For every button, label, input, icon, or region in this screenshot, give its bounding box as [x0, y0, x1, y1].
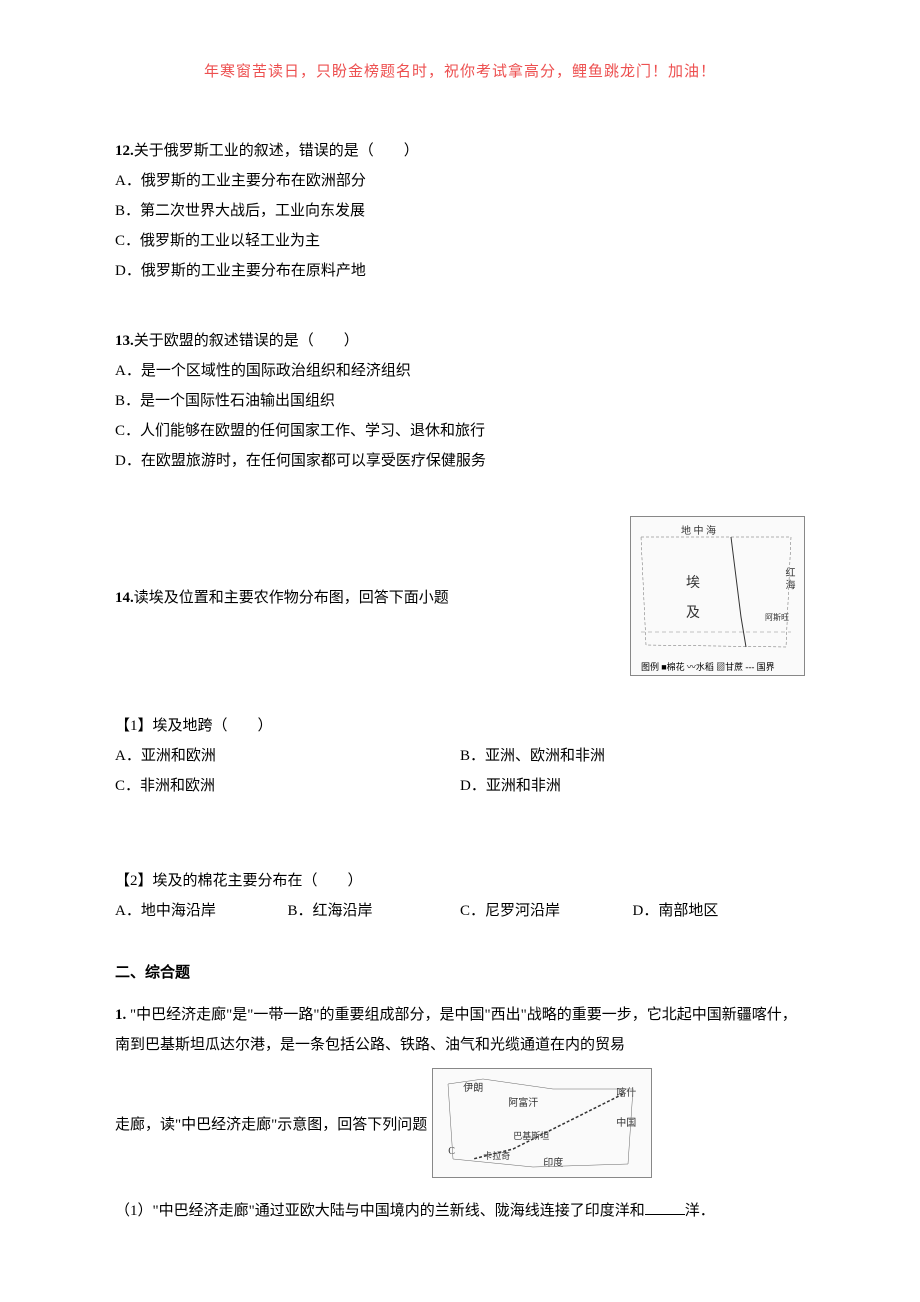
fill-blank-1[interactable]	[645, 1200, 685, 1215]
q14-sub1-options: A．亚洲和欧洲 B．亚洲、欧洲和非洲 C．非洲和欧洲 D．亚洲和非洲	[115, 741, 805, 801]
q13-option-d: D．在欧盟旅游时，在任何国家都可以享受医疗保健服务	[115, 446, 805, 476]
question-13: 13.关于欧盟的叙述错误的是（ ） A．是一个区域性的国际政治组织和经济组织 B…	[115, 326, 805, 476]
egypt-map-image: 地 中 海 埃 及 红 海 阿斯旺 图例 ■棉花 〰水稻 ▨甘蔗 --- 国界	[630, 516, 805, 676]
q14-sub2: 【2】埃及的棉花主要分布在（ ） A．地中海沿岸 B．红海沿岸 C．尼罗河沿岸 …	[115, 866, 805, 926]
q12-num: 12.	[115, 143, 134, 159]
q14-sub2-d: D．南部地区	[633, 896, 806, 926]
q14-sub2-stem: 【2】埃及的棉花主要分布在（ ）	[115, 866, 805, 896]
question-12: 12.关于俄罗斯工业的叙述，错误的是（ ） A．俄罗斯的工业主要分布在欧洲部分 …	[115, 136, 805, 286]
q14-sub1: 【1】埃及地跨（ ） A．亚洲和欧洲 B．亚洲、欧洲和非洲 C．非洲和欧洲 D．…	[115, 711, 805, 801]
q13-stem: 13.关于欧盟的叙述错误的是（ ）	[115, 326, 805, 356]
corridor-map-image: 伊朗 阿富汗 喀什 中国 巴基斯坦 卡拉奇 印度 C	[432, 1068, 652, 1178]
q13-stem-text: 关于欧盟的叙述错误的是（ ）	[134, 333, 359, 349]
q12-option-c: C．俄罗斯的工业以轻工业为主	[115, 226, 805, 256]
q12-stem: 12.关于俄罗斯工业的叙述，错误的是（ ）	[115, 136, 805, 166]
comp-q1-sub1-end: 洋．	[685, 1203, 715, 1219]
q14-sub1-stem: 【1】埃及地跨（ ）	[115, 711, 805, 741]
q14-sub2-a: A．地中海沿岸	[115, 896, 288, 926]
header-motto: 年寒窗苦读日，只盼金榜题名时，祝你考试拿高分，鲤鱼跳龙门！加油！	[115, 60, 805, 81]
corridor-map-svg	[433, 1069, 653, 1179]
comp-q1-num: 1.	[115, 1007, 130, 1023]
q12-option-a: A．俄罗斯的工业主要分布在欧洲部分	[115, 166, 805, 196]
q14-sub1-d: D．亚洲和非洲	[460, 771, 805, 801]
q14-sub2-options: A．地中海沿岸 B．红海沿岸 C．尼罗河沿岸 D．南部地区	[115, 896, 805, 926]
q14-sub1-b: B．亚洲、欧洲和非洲	[460, 741, 805, 771]
q12-option-b: B．第二次世界大战后，工业向东发展	[115, 196, 805, 226]
q13-num: 13.	[115, 333, 134, 349]
q13-option-c: C．人们能够在欧盟的任何国家工作、学习、退休和旅行	[115, 416, 805, 446]
q14-num: 14.	[115, 590, 134, 606]
comp-q1-text2: 走廊，读"中巴经济走廊"示意图，回答下列问题	[115, 1113, 427, 1134]
comp-q1-sub1: （1）"中巴经济走廊"通过亚欧大陆与中国境内的兰新线、陇海线连接了印度洋和 洋．	[115, 1196, 805, 1226]
q14-sub2-b: B．红海沿岸	[288, 896, 461, 926]
q12-option-d: D．俄罗斯的工业主要分布在原料产地	[115, 256, 805, 286]
q14-stem-text: 读埃及位置和主要农作物分布图，回答下面小题	[134, 590, 449, 606]
question-14-header: 14.读埃及位置和主要农作物分布图，回答下面小题 地 中 海 埃 及 红 海 阿…	[115, 516, 805, 676]
section-2-title: 二、综合题	[115, 961, 805, 982]
spacer	[115, 811, 805, 866]
comprehensive-q1: 1. "中巴经济走廊"是"一带一路"的重要组成部分，是中国"西出"战略的重要一步…	[115, 1000, 805, 1060]
q12-stem-text: 关于俄罗斯工业的叙述，错误的是（ ）	[134, 143, 419, 159]
q13-option-a: A．是一个区域性的国际政治组织和经济组织	[115, 356, 805, 386]
comp-q1-text1: "中巴经济走廊"是"一带一路"的重要组成部分，是中国"西出"战略的重要一步，它北…	[115, 1007, 797, 1053]
q14-sub1-c: C．非洲和欧洲	[115, 771, 460, 801]
q14-sub1-a: A．亚洲和欧洲	[115, 741, 460, 771]
q13-option-b: B．是一个国际性石油输出国组织	[115, 386, 805, 416]
comp-q1-sub1-text: （1）"中巴经济走廊"通过亚欧大陆与中国境内的兰新线、陇海线连接了印度洋和	[115, 1203, 645, 1219]
corridor-row: 走廊，读"中巴经济走廊"示意图，回答下列问题 伊朗 阿富汗 喀什 中国 巴基斯坦…	[115, 1068, 805, 1178]
egypt-map-svg	[631, 517, 805, 676]
q14-sub2-c: C．尼罗河沿岸	[460, 896, 633, 926]
